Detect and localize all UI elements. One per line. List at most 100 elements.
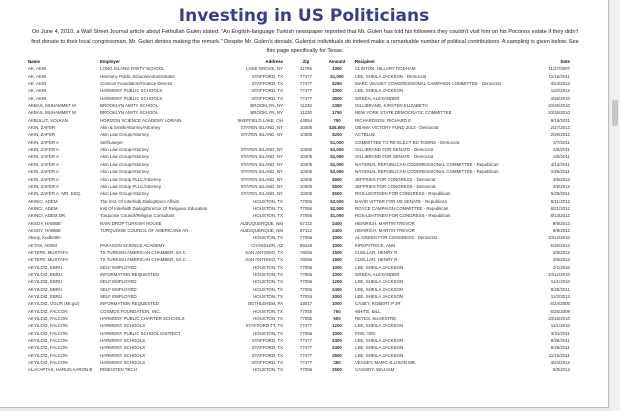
cell-employer: TURQUOISE COUNCIL OF AMERICANS AN bbox=[100, 227, 189, 233]
cell-address: HOUSTON, TX bbox=[253, 286, 283, 292]
header-date: Date bbox=[560, 59, 570, 64]
cell-recipient: LEE, SHEILA JACKSON bbox=[355, 345, 404, 351]
cell-address: ALBUQUERQUE, NM bbox=[240, 220, 283, 226]
cell-recipient: LEE, SHEILA JACKSON bbox=[355, 88, 404, 94]
cell-amount: 1000 bbox=[332, 66, 342, 72]
cell-address: STATEN ISLAND, NY bbox=[240, 176, 283, 182]
cell-amount: 1000 bbox=[332, 330, 342, 336]
cell-recipient: OBAMA VICTORY FUND 2012 - Democrat bbox=[355, 125, 439, 131]
cell-name: AKIN, ZAFER bbox=[28, 132, 56, 138]
cell-amount: $35,800 bbox=[329, 125, 345, 131]
cell-recipient: AL GREEN FOR CONGRESS - Democrat bbox=[355, 235, 437, 241]
cell-address: SHEFFIELD LAKE, OH bbox=[237, 117, 283, 123]
cell-recipient: LEE, SHEILA JACKSON bbox=[355, 338, 404, 344]
cell-recipient: NEW YORK STATE DEMOCRATIC COMMITTEE bbox=[355, 110, 452, 116]
cell-name: AKTAS, ADEM bbox=[28, 242, 57, 248]
cell-amount: $500 bbox=[332, 191, 342, 197]
cell-address: STATEN ISLAND, NY bbox=[240, 125, 283, 131]
cell-amount: 2350 bbox=[332, 103, 342, 109]
cell-amount: $2,500 bbox=[330, 205, 344, 211]
cell-date: 3/31/2011 bbox=[550, 330, 570, 336]
cell-zip: 11230 bbox=[300, 110, 312, 116]
cell-name: AKYILDIZ, FALCON bbox=[28, 330, 68, 336]
cell-recipient: WHITE, BILL bbox=[355, 308, 381, 314]
cell-recipient: ROS-LEHTINEN FOR CONGRESS - Republican bbox=[355, 213, 451, 219]
cell-recipient: GILLIBRAND FOR SENATE - Democrat bbox=[355, 147, 433, 153]
cell-zip: 77477 bbox=[299, 345, 313, 351]
cell-address: STAFFORD, TX bbox=[251, 81, 283, 87]
header-employer: Employer bbox=[100, 59, 121, 64]
header-zip: Zip bbox=[302, 59, 310, 64]
document-page: Investing in US Politicians On June 4, 2… bbox=[0, 0, 609, 408]
cell-zip: 77055 bbox=[299, 294, 313, 299]
cell-zip: 87112 bbox=[300, 227, 312, 233]
cell-employer: INFORMATION REQUESTED bbox=[100, 301, 159, 307]
cell-address: STAFFORD, TX bbox=[251, 95, 283, 101]
cell-name: AKIN, ZAFER A bbox=[28, 154, 59, 160]
cell-address: HOUSTON, TX bbox=[253, 279, 283, 285]
cell-zip: 77055 bbox=[299, 264, 313, 270]
cell-recipient: MARC VEASEY CONGRESSIONAL CAMPAIGN COMMI… bbox=[355, 81, 501, 87]
vertical-scrollbar[interactable] bbox=[611, 0, 620, 411]
header-amount: Amount bbox=[328, 59, 346, 64]
cell-name: AKYILDIZ, FALCON bbox=[28, 338, 68, 344]
table-row: AKYILDIZ, FALCON HARMONY SCHOOLS STAFFORD,… bbox=[0, 359, 608, 366]
cell-employer: SELF EMPLOYED bbox=[100, 279, 137, 285]
cell-date: 10/6/2011 bbox=[550, 169, 570, 175]
cell-date: 5/26/2012 bbox=[550, 242, 570, 248]
cell-employer: HARMONY PUBLIC SCHOOL DISTRICT bbox=[100, 330, 181, 336]
table-row: AKIN, ZAFER A Self/Lawyer $1,000 COMMITTEE … bbox=[0, 139, 608, 146]
cell-date: 2/1/2010 bbox=[552, 264, 570, 270]
cell-date: 10/12/2010 bbox=[548, 271, 570, 277]
cell-amount: $1,000 bbox=[330, 73, 344, 79]
table-row: AK, AKIN HARMONY PUBLIC SCHOOLS STAFFORD, … bbox=[0, 87, 608, 94]
cell-zip: 77477 bbox=[299, 88, 313, 94]
cell-recipient: CASSIDY, WILLIAM bbox=[355, 367, 395, 373]
cell-address: STAFFORD, TX bbox=[251, 338, 283, 344]
cell-amount: $2,500 bbox=[330, 147, 344, 153]
cell-zip: 77055 bbox=[299, 330, 313, 336]
cell-address: ALBUQUERQUE, NM bbox=[240, 227, 283, 233]
cell-date: 2/7/2011 bbox=[553, 139, 570, 145]
table-row: AKIN, ZAFER A. MR. ESQ. Akin Law Group/At… bbox=[0, 190, 608, 197]
cell-address: STATEN ISLAND, NY bbox=[240, 147, 283, 153]
cell-zip: 77055 bbox=[299, 271, 313, 277]
cell-amount: 500 bbox=[333, 316, 341, 322]
table-row: AKYILDIZ, FALCON HARMONY SCHOOLS STAFFORD,… bbox=[0, 337, 608, 344]
cell-employer: HARMONY SCHOOLS bbox=[100, 323, 146, 329]
cell-date: 11/16/2011 bbox=[548, 73, 570, 79]
cell-name: AKYILDIZ, EBRU bbox=[28, 279, 63, 285]
cell-zip: 85226 bbox=[299, 242, 313, 248]
cell-date: 8/28/2011 bbox=[550, 345, 570, 351]
cell-employer: TX TURKISH AMERICAN CHAMBER, SA C bbox=[100, 257, 186, 263]
scrollbar-thumb[interactable] bbox=[612, 100, 618, 126]
cell-address: STATEN ISLAND, NY bbox=[240, 161, 283, 167]
cell-name: AKYILDIZ, FALCON bbox=[28, 316, 68, 322]
cell-recipient: GILLIBRAND FOR SENATE - Democrat bbox=[355, 154, 433, 160]
table-row: AKTAS, ADEM PARAGON SCIENCE ACADEMY CHANDL… bbox=[0, 242, 608, 249]
table-row: AKYILDIZ, FALCON HARMONY PUBLIC CHARTER S… bbox=[0, 315, 608, 322]
intro-paragraph: On June 4, 2010, a Wall Street Journal a… bbox=[31, 29, 579, 55]
table-row: AKBAS, MUHAMMET M BROOKLYN AMITY SCHOOL BR… bbox=[0, 109, 608, 116]
table-row: AKIN, ZAFER Akin Law Group/Attorney STATEN… bbox=[0, 131, 608, 138]
cell-address: BROOKLYN, NY bbox=[250, 103, 283, 109]
cell-date: 10/12/2010 bbox=[548, 235, 570, 241]
cell-address: CHANDLER, AZ bbox=[251, 242, 283, 248]
cell-employer: BROOKLYN AMITY SCHOOL bbox=[100, 103, 159, 109]
cell-date: 10/26/2010 bbox=[548, 110, 570, 116]
cell-amount: 1000 bbox=[332, 264, 342, 270]
table-row: ALACAPTAS, HARUN AARON B RINEHITEN TECH HO… bbox=[0, 366, 608, 373]
cell-date: 3/6/2012 bbox=[552, 257, 570, 263]
cell-name: AKBAS, MUHAMMET M bbox=[28, 110, 76, 116]
table-row: AKINCI, ADEM Inst Of Interfaith Dialog/Di… bbox=[0, 205, 608, 212]
cell-amount: 1500 bbox=[332, 249, 342, 255]
cell-employer: HARMONY PUBLIC SCHOOLS bbox=[100, 88, 163, 94]
cell-name: AK, AKIN bbox=[28, 95, 47, 101]
cell-date: 8/13/2012 bbox=[550, 213, 570, 219]
cell-amount: 1200 bbox=[332, 279, 342, 285]
cell-date: 11/2/2012 bbox=[550, 88, 570, 94]
cell-date: 11/1/2010 bbox=[550, 279, 570, 285]
cell-zip: 78255 bbox=[299, 249, 313, 255]
table-row: AKIN, ZAFER A Akin Law Group/Attorney STAT… bbox=[0, 146, 608, 153]
cell-date: 9/11/2012 bbox=[550, 198, 570, 204]
